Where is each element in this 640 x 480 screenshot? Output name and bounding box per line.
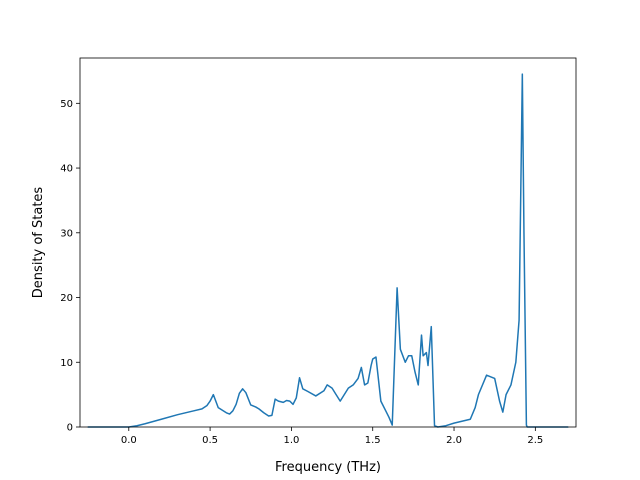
y-tick-label: 50: [60, 99, 73, 110]
y-axis-ticks: 0 10 20 30 40 50: [60, 99, 80, 434]
x-axis-title: Frequency (THz): [275, 460, 381, 475]
y-tick-label: 30: [60, 228, 73, 239]
x-tick-label: 0.5: [202, 435, 218, 446]
x-tick-label: 2.0: [446, 435, 462, 446]
axes-frame: [79, 57, 577, 428]
x-tick-label: 2.5: [527, 435, 543, 446]
x-tick-label: 0.0: [121, 435, 137, 446]
y-tick-label: 20: [60, 293, 73, 304]
y-tick-label: 10: [60, 358, 73, 369]
x-axis-ticks: 0.0 0.5 1.0 1.5 2.0 2.5: [121, 427, 543, 446]
y-tick-label: 40: [60, 164, 73, 175]
x-tick-label: 1.5: [365, 435, 381, 446]
plot-area: [87, 73, 569, 428]
y-axis-title: Density of States: [31, 187, 46, 299]
dos-series-line: [87, 73, 569, 428]
x-tick-label: 1.0: [283, 435, 299, 446]
y-tick-label: 0: [67, 423, 73, 434]
